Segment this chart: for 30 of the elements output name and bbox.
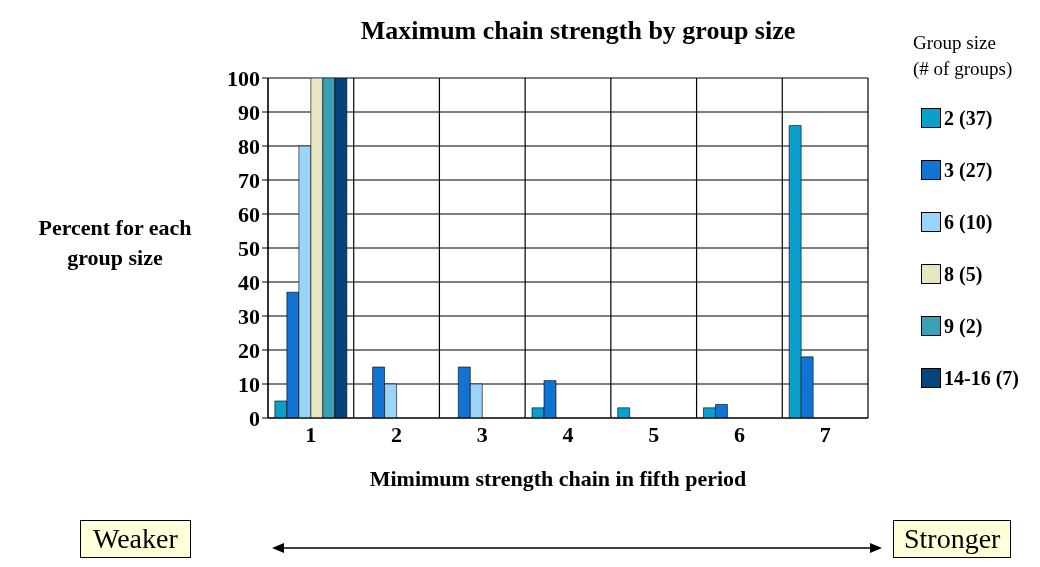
y-tick-label: 20 [238,337,260,363]
legend-label: 6 (10) [944,210,993,234]
y-tick-label: 50 [238,235,260,261]
x-axis-title: Mimimum strength chain in fifth period [368,466,748,492]
y-tick-label: 80 [238,133,260,159]
legend-title: Group size (# of groups) [913,31,1014,81]
y-tick-label: 40 [238,269,260,295]
y-tick-label: 0 [249,405,260,431]
legend-label: 3 (27) [944,158,993,182]
legend-label: 2 (37) [944,106,993,130]
y-tick-label: 90 [238,99,260,125]
legend-label: 9 (2) [944,314,983,338]
text: Stronger [893,520,1012,558]
x-tick-label: 2 [391,421,403,447]
y-axis-title: Percent for each group size [37,214,193,272]
y-tick-label: 60 [238,201,260,227]
chart-title: Maximum chain strength by group size [360,16,796,45]
x-tick-label: 1 [305,421,317,447]
legend-label: 14-16 (7) [944,366,1019,390]
legend-label: 8 (5) [944,262,983,286]
text: Weaker [80,520,191,558]
x-tick-label: 6 [733,421,745,447]
x-tick-label: 3 [476,421,488,447]
x-tick-label: 4 [562,421,574,447]
x-tick-label: 7 [819,421,831,447]
y-tick-label: 30 [238,303,260,329]
y-tick-label: 10 [238,371,260,397]
y-tick-label: 70 [238,167,260,193]
y-tick-label: 100 [227,65,260,91]
x-tick-label: 5 [648,421,660,447]
